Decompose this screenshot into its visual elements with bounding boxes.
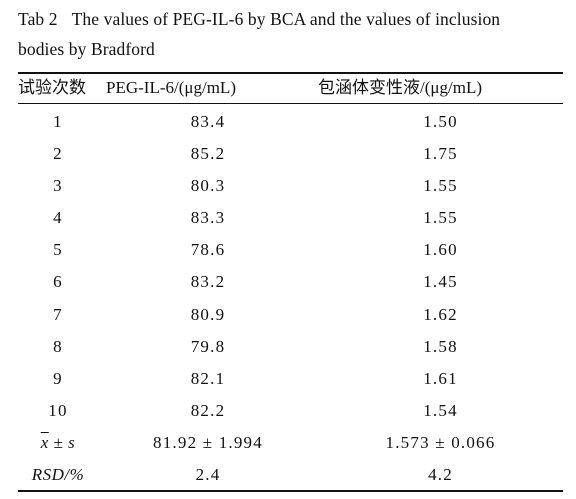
table-row: 6 83.2 1.45 (18, 266, 563, 298)
plus-minus-symbol: ± (48, 432, 69, 452)
caption-title: The values of PEG-IL-6 by BCA and the va… (71, 9, 501, 29)
cell-peg-il6: 82.1 (190, 368, 226, 388)
table-row: 5 78.6 1.60 (18, 234, 563, 266)
header-inclusion-body: 包涵体变性液/(μg/mL) (318, 78, 482, 97)
cell-peg-il6: 83.2 (190, 272, 226, 292)
cell-inclusion: 1.55 (423, 208, 458, 228)
table-caption: Tab 2 The values of PEG-IL-6 by BCA and t… (18, 4, 563, 64)
table-row: 7 80.9 1.62 (18, 299, 563, 331)
mean-peg-il6: 81.92 ± 1.994 (153, 432, 263, 452)
rsd-label: RSD/% (31, 465, 85, 485)
bottom-rule (18, 490, 563, 492)
mean-symbol: x (40, 432, 49, 452)
rsd-inclusion: 4.2 (428, 465, 453, 485)
cell-trial: 8 (53, 336, 63, 356)
header-rule (18, 103, 563, 104)
top-rule (18, 72, 563, 74)
table-row: 2 85.2 1.75 (18, 138, 563, 170)
mean-inclusion: 1.573 ± 0.066 (385, 432, 496, 452)
cell-peg-il6: 83.4 (190, 112, 226, 131)
header-peg-il6: PEG-IL-6/(μg/mL) (106, 78, 236, 97)
cell-peg-il6: 85.2 (190, 144, 226, 164)
rsd-row: RSD/% 2.4 4.2 (18, 459, 563, 491)
cell-inclusion: 1.50 (423, 112, 458, 131)
cell-trial: 9 (53, 368, 63, 388)
cell-inclusion: 1.61 (423, 368, 458, 388)
cell-peg-il6: 78.6 (190, 240, 226, 260)
cell-trial: 3 (53, 176, 63, 196)
cell-trial: 1 (53, 112, 63, 131)
caption-line-2: bodies by Bradford (18, 39, 155, 59)
table-row: 1 83.4 1.50 (18, 106, 563, 138)
mean-label: x ± s (18, 427, 98, 459)
cell-inclusion: 1.62 (423, 304, 458, 324)
mean-row: x ± s 81.92 ± 1.994 1.573 ± 0.066 (18, 427, 563, 459)
rsd-peg-il6: 2.4 (195, 465, 221, 485)
caption-line-1: Tab 2 The values of PEG-IL-6 by BCA and t… (18, 4, 563, 34)
cell-trial: 10 (48, 400, 68, 420)
cell-peg-il6: 83.3 (190, 208, 226, 228)
header-trial-number: 试验次数 (18, 78, 86, 97)
cell-inclusion: 1.55 (423, 176, 458, 196)
table-row: 9 82.1 1.61 (18, 363, 563, 395)
table-row: 10 82.2 1.54 (18, 395, 563, 427)
cell-peg-il6: 79.8 (190, 336, 226, 356)
sd-symbol: s (68, 432, 76, 452)
cell-peg-il6: 80.3 (190, 176, 226, 196)
cell-inclusion: 1.54 (423, 400, 458, 420)
cell-trial: 2 (53, 144, 63, 164)
table-body: 1 83.4 1.50 2 85.2 1.75 3 80.3 1.55 4 83… (18, 106, 563, 491)
cell-inclusion: 1.75 (423, 144, 458, 164)
cell-inclusion: 1.45 (423, 272, 458, 292)
cell-peg-il6: 82.2 (190, 400, 226, 420)
table-row: 3 80.3 1.55 (18, 170, 563, 202)
table-row: 8 79.8 1.58 (18, 331, 563, 363)
cell-trial: 5 (53, 240, 63, 260)
table-row: 4 83.3 1.55 (18, 202, 563, 234)
cell-trial: 4 (53, 208, 63, 228)
cell-trial: 7 (53, 304, 63, 324)
cell-trial: 6 (53, 272, 63, 292)
cell-inclusion: 1.60 (423, 240, 458, 260)
table-number: Tab 2 (18, 9, 58, 29)
cell-peg-il6: 80.9 (190, 304, 226, 324)
cell-inclusion: 1.58 (423, 336, 458, 356)
